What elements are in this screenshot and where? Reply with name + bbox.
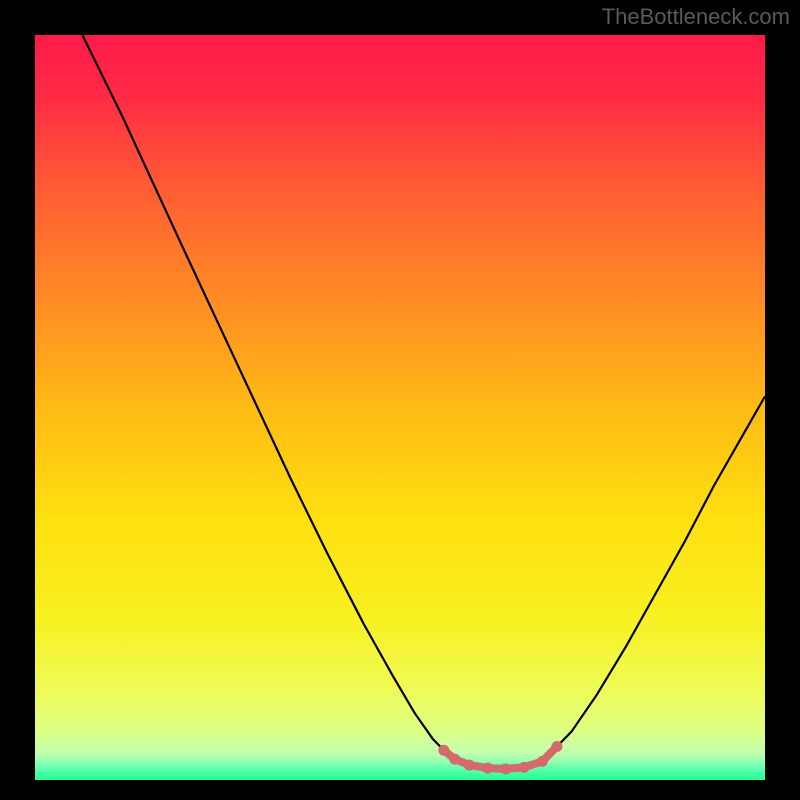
optimal-range-dot [551,741,562,752]
watermark-text: TheBottleneck.com [602,4,790,30]
curve-left-path [82,35,443,750]
optimal-range-dot [449,754,460,765]
curve-right-path [557,396,765,746]
optimal-range-dot [464,760,475,771]
optimal-range-dot [537,756,548,767]
bottleneck-curve-svg [35,35,765,780]
optimal-range-dot [438,745,449,756]
optimal-range-dot [500,763,511,774]
optimal-range-dot [519,762,530,773]
optimal-range-dot [482,763,493,774]
plot-area [35,35,765,780]
optimal-range-dots [438,741,562,774]
